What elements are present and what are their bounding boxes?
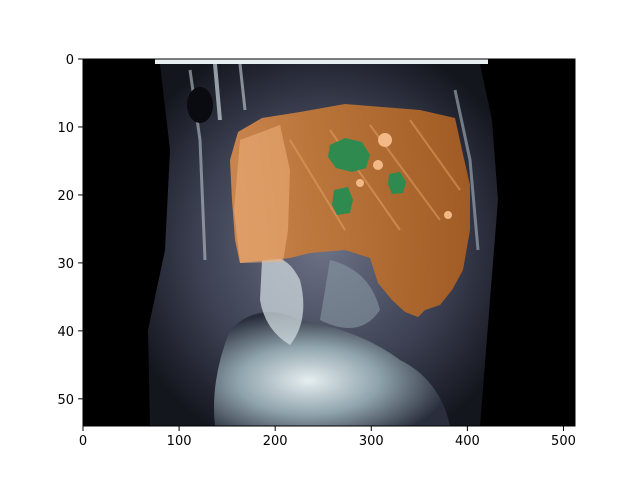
x-axis: 0 100 200 300 400 500 — [79, 426, 576, 449]
x-tick-label: 0 — [79, 434, 87, 449]
y-tick-label: 30 — [57, 257, 74, 272]
x-tick-label: 200 — [263, 434, 288, 449]
y-tick-label: 40 — [57, 325, 74, 340]
lesion-overlay-1 — [328, 138, 370, 172]
x-tick-label: 300 — [359, 434, 384, 449]
y-tick-label: 0 — [66, 53, 74, 68]
y-tick-label: 10 — [57, 121, 74, 136]
axes-frame — [82, 58, 576, 427]
ct-image — [83, 59, 575, 426]
y-tick-label: 20 — [57, 189, 74, 204]
y-axis: 0 10 20 30 40 50 — [57, 53, 83, 408]
x-tick-label: 100 — [167, 434, 192, 449]
y-tick-label: 50 — [57, 393, 74, 408]
x-tick-label: 500 — [551, 434, 576, 449]
lesion-overlay-2 — [332, 187, 353, 215]
x-tick-label: 400 — [455, 434, 480, 449]
lesion-overlay-3 — [388, 172, 406, 194]
